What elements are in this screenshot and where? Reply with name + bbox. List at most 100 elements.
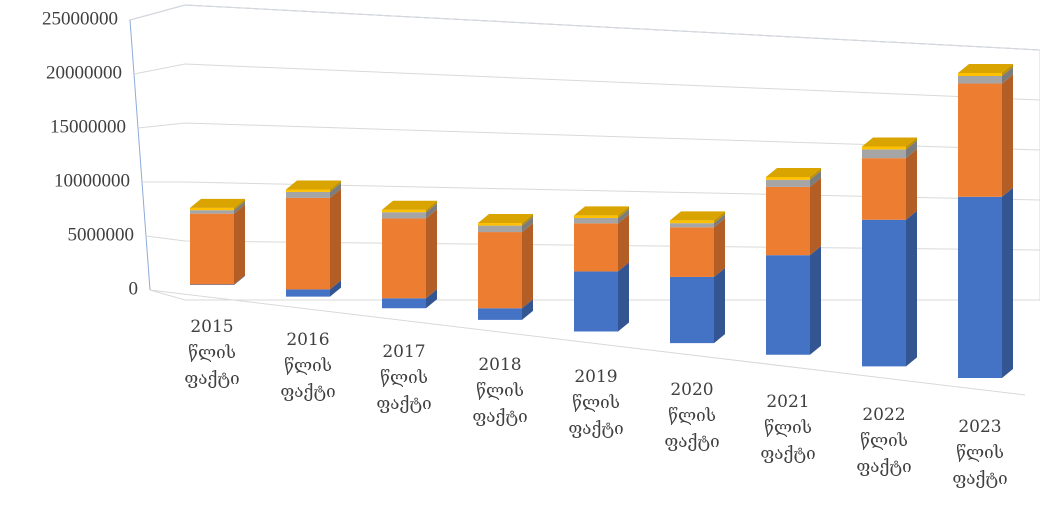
bar bbox=[286, 189, 330, 192]
bar-side bbox=[1002, 74, 1013, 197]
bar bbox=[670, 227, 714, 277]
bar-side bbox=[618, 206, 629, 219]
bar-side bbox=[234, 201, 245, 214]
bar-side bbox=[426, 200, 437, 213]
bar bbox=[286, 191, 330, 198]
y-tick-label: 5000000 bbox=[68, 224, 135, 245]
bar-top bbox=[670, 211, 725, 221]
bar-side bbox=[906, 140, 917, 159]
grid-line bbox=[137, 122, 1040, 151]
bar bbox=[382, 209, 426, 213]
bar-side bbox=[330, 180, 341, 192]
x-tick-label: 2019 წლის ფაქტი bbox=[568, 367, 624, 439]
bar-top bbox=[862, 137, 917, 147]
bar-side bbox=[1002, 63, 1013, 76]
bar bbox=[574, 271, 618, 332]
bar-top bbox=[574, 206, 629, 216]
bar-top bbox=[286, 180, 341, 190]
bar bbox=[478, 232, 522, 309]
bar bbox=[766, 186, 810, 256]
x-tick-label: 2021 წლის ფაქტი bbox=[760, 392, 816, 464]
bar-top bbox=[766, 167, 821, 177]
bar bbox=[670, 223, 714, 228]
bar bbox=[862, 158, 906, 220]
bar-side bbox=[906, 210, 917, 367]
bar bbox=[958, 72, 1002, 76]
bar-side bbox=[906, 149, 917, 220]
bar bbox=[766, 179, 810, 187]
bar-side bbox=[426, 203, 437, 219]
bar-side bbox=[330, 188, 341, 290]
y-tick-label: 20000000 bbox=[46, 62, 122, 83]
bar-side bbox=[714, 214, 725, 228]
bar-side bbox=[906, 137, 917, 150]
y-tick-label: 25000000 bbox=[42, 8, 118, 29]
bar-side bbox=[618, 214, 629, 272]
x-tick-label: 2017 წლის ფაქტი bbox=[376, 342, 432, 414]
bar bbox=[382, 212, 426, 219]
bar-side bbox=[810, 246, 821, 355]
bar-side bbox=[618, 262, 629, 332]
bar-side bbox=[618, 209, 629, 224]
bar-side bbox=[522, 216, 533, 233]
bar bbox=[862, 219, 906, 367]
bar-side bbox=[522, 214, 533, 226]
bar bbox=[478, 308, 522, 320]
x-tick-label: 2022 წლის ფაქტი bbox=[856, 404, 912, 477]
grid-line bbox=[145, 235, 1040, 251]
x-tick-label: 2018 წლის ფაქტი bbox=[472, 354, 528, 427]
bar bbox=[766, 176, 810, 180]
x-tick-label: 2020 წლის ფაქტი bbox=[664, 379, 720, 452]
x-tick-label: 2015 წლის ფაქტი bbox=[184, 317, 240, 389]
bar-side bbox=[426, 209, 437, 299]
bar-side bbox=[234, 204, 245, 285]
grid-line bbox=[133, 63, 1040, 101]
bar bbox=[574, 215, 618, 219]
bar-side bbox=[522, 299, 533, 320]
bar-side bbox=[1002, 187, 1013, 378]
bar-side bbox=[810, 177, 821, 256]
bar-side bbox=[234, 198, 245, 211]
bar bbox=[670, 220, 714, 224]
bar bbox=[766, 255, 810, 355]
bar-side bbox=[714, 218, 725, 277]
bar bbox=[286, 197, 330, 290]
bar-side bbox=[234, 275, 245, 285]
bar bbox=[862, 149, 906, 159]
bar bbox=[382, 218, 426, 299]
bar-top bbox=[958, 63, 1013, 73]
bar bbox=[670, 276, 714, 344]
bar bbox=[478, 223, 522, 226]
bar bbox=[286, 289, 330, 297]
bar bbox=[574, 218, 618, 224]
bar-top bbox=[382, 200, 437, 210]
grid-line bbox=[149, 289, 1040, 301]
bar bbox=[478, 225, 522, 233]
bar bbox=[862, 146, 906, 150]
bar bbox=[190, 284, 234, 285]
y-tick-label: 10000000 bbox=[54, 170, 130, 191]
y-tick-label: 0 bbox=[129, 278, 139, 299]
bar-side bbox=[714, 211, 725, 224]
bar-side bbox=[330, 182, 341, 198]
bar bbox=[190, 213, 234, 285]
bar bbox=[190, 207, 234, 211]
bar bbox=[958, 83, 1002, 197]
bar bbox=[958, 196, 1002, 378]
bar-side bbox=[810, 170, 821, 187]
bar-side bbox=[714, 267, 725, 344]
x-tick-label: 2016 წლის ფაქტი bbox=[280, 329, 336, 402]
bar bbox=[382, 298, 426, 309]
bar bbox=[958, 76, 1002, 84]
bar-top bbox=[478, 214, 533, 224]
bar-side bbox=[426, 289, 437, 309]
grid-line bbox=[142, 181, 1040, 201]
x-tick-label: 2023 წლის ფაქტი bbox=[952, 417, 1008, 489]
bar bbox=[574, 223, 618, 272]
y-tick-label: 15000000 bbox=[50, 116, 126, 137]
bar-side bbox=[522, 223, 533, 309]
bar bbox=[190, 210, 234, 214]
bar-side bbox=[330, 280, 341, 297]
bar-side bbox=[810, 167, 821, 180]
